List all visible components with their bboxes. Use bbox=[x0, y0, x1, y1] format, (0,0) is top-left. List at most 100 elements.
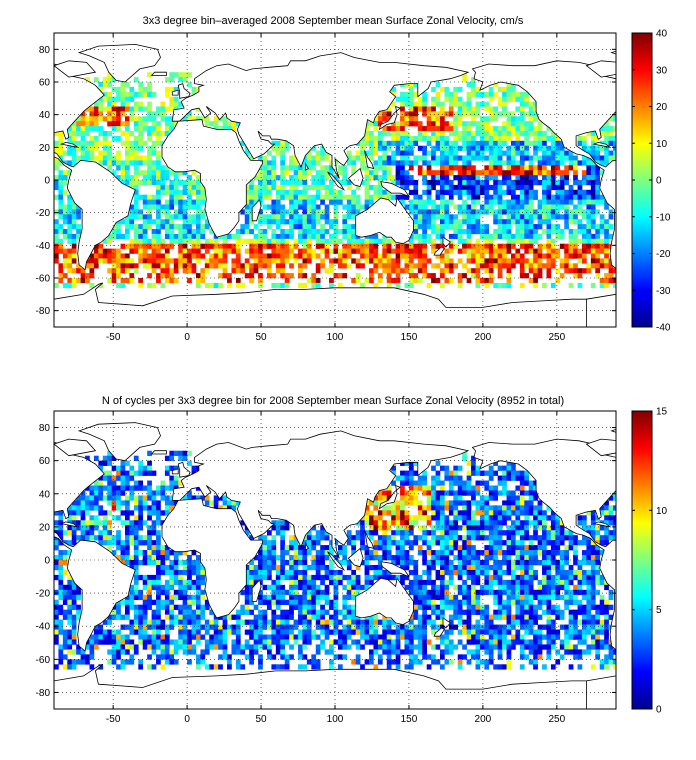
cycles-bin-cell bbox=[306, 589, 312, 596]
velocity-bin-cell bbox=[182, 263, 188, 269]
velocity-bin-cell bbox=[116, 268, 121, 274]
cycles-bin-cell bbox=[142, 485, 148, 491]
velocity-bin-cell bbox=[382, 170, 388, 176]
velocity-bin-cell bbox=[408, 209, 414, 215]
velocity-bin-cell bbox=[107, 101, 112, 107]
cycles-bin-cell bbox=[329, 579, 334, 586]
velocity-bin-cell bbox=[537, 180, 543, 186]
velocity-bin-cell bbox=[342, 253, 348, 259]
velocity-bin-cell bbox=[173, 258, 179, 264]
cycles-bin-cell bbox=[164, 470, 170, 476]
velocity-bin-cell bbox=[138, 101, 144, 107]
cycles-bin-cell bbox=[200, 659, 206, 665]
cycles-bin-cell bbox=[156, 540, 161, 546]
cycles-bin-cell bbox=[129, 490, 135, 496]
cycles-bin-cell bbox=[426, 545, 432, 551]
velocity-bin-cell bbox=[515, 106, 521, 112]
velocity-bin-cell bbox=[493, 135, 498, 142]
velocity-bin-cell bbox=[138, 106, 144, 112]
cycles-bin-cell bbox=[151, 664, 157, 670]
cycles-bin-cell bbox=[400, 535, 405, 541]
velocity-bin-cell bbox=[138, 282, 144, 289]
velocity-bin-cell bbox=[555, 214, 561, 220]
velocity-bin-cell bbox=[404, 194, 410, 200]
velocity-bin-cell bbox=[533, 258, 538, 264]
velocity-x-ticks: -50 0 50 100 150 200 250 bbox=[106, 33, 566, 343]
cycles-bin-cell bbox=[54, 664, 59, 670]
cycles-bin-cell bbox=[404, 629, 410, 635]
velocity-bin-cell bbox=[373, 189, 379, 195]
cycles-bin-cell bbox=[289, 609, 294, 615]
cycles-bin-cell bbox=[422, 485, 427, 491]
velocity-bin-cell bbox=[231, 121, 237, 127]
velocity-bin-cell bbox=[479, 248, 485, 254]
cycles-bin-cell bbox=[386, 654, 392, 660]
cycles-bin-cell bbox=[373, 569, 379, 576]
velocity-bin-cell bbox=[564, 170, 569, 176]
velocity-bin-cell bbox=[493, 194, 498, 200]
velocity-bin-cell bbox=[280, 238, 286, 244]
velocity-bin-cell bbox=[475, 121, 481, 127]
cycles-bin-cell bbox=[266, 560, 272, 566]
cycles-bin-cell bbox=[182, 584, 188, 591]
cycles-bin-cell bbox=[116, 505, 121, 511]
velocity-bin-cell bbox=[426, 106, 432, 112]
velocity-bin-cell bbox=[497, 248, 503, 254]
cycles-bin-cell bbox=[298, 550, 303, 556]
velocity-bin-cell bbox=[337, 194, 343, 200]
velocity-bin-cell bbox=[595, 268, 601, 274]
cycles-bin-cell bbox=[426, 530, 432, 536]
cycles-bin-cell bbox=[151, 545, 157, 551]
cycles-bin-cell bbox=[431, 475, 436, 481]
cycles-bin-cell bbox=[369, 654, 374, 660]
velocity-bin-cell bbox=[333, 219, 339, 225]
velocity-bin-cell bbox=[546, 184, 552, 191]
cycles-bin-cell bbox=[431, 604, 436, 610]
velocity-bin-cell bbox=[559, 214, 565, 220]
cycles-bin-cell bbox=[364, 560, 370, 566]
velocity-bin-cell bbox=[528, 224, 534, 230]
velocity-bin-cell bbox=[564, 180, 569, 186]
velocity-bin-cell bbox=[142, 116, 148, 122]
velocity-bin-cell bbox=[80, 131, 86, 137]
velocity-bin-cell bbox=[506, 131, 512, 137]
velocity-bin-cell bbox=[586, 145, 592, 151]
cycles-bin-cell bbox=[67, 505, 73, 511]
velocity-bin-cell bbox=[484, 194, 490, 200]
cycles-bin-cell bbox=[133, 564, 139, 571]
velocity-bin-cell bbox=[519, 131, 525, 137]
velocity-bin-cell bbox=[590, 243, 596, 249]
velocity-bin-cell bbox=[524, 209, 530, 215]
velocity-bin-cell bbox=[71, 219, 77, 225]
cycles-bin-cell bbox=[213, 495, 219, 501]
velocity-bin-cell bbox=[258, 189, 263, 195]
velocity-bin-cell bbox=[156, 170, 161, 176]
cycles-bin-cell bbox=[413, 599, 419, 605]
cycles-bin-cell bbox=[71, 664, 77, 670]
cycles-bin-cell bbox=[93, 490, 99, 496]
cycles-bin-cell bbox=[169, 624, 175, 630]
cycles-bin-cell bbox=[133, 604, 139, 610]
cycles-bin-cell bbox=[262, 564, 268, 571]
velocity-bin-cell bbox=[129, 204, 135, 210]
cycles-bin-cell bbox=[124, 545, 130, 551]
velocity-bin-cell bbox=[524, 194, 530, 200]
cycles-bin-cell bbox=[373, 530, 379, 536]
velocity-bin-cell bbox=[249, 248, 254, 254]
velocity-bin-cell bbox=[266, 184, 272, 191]
velocity-bin-cell bbox=[577, 140, 583, 146]
velocity-bin-cell bbox=[231, 263, 237, 269]
velocity-bin-cell bbox=[440, 238, 445, 244]
velocity-bin-cell bbox=[138, 209, 144, 215]
velocity-bin-cell bbox=[266, 224, 272, 230]
cycles-bin-cell bbox=[448, 470, 454, 476]
cycles-bin-cell bbox=[147, 664, 152, 670]
velocity-bin-cell bbox=[76, 145, 81, 151]
velocity-bin-cell bbox=[466, 204, 472, 210]
velocity-bin-cell bbox=[444, 145, 450, 151]
velocity-bin-cell bbox=[151, 229, 157, 235]
cycles-bin-cell bbox=[444, 540, 450, 546]
cycles-bin-cell bbox=[147, 530, 152, 536]
velocity-bin-cell bbox=[98, 106, 104, 112]
velocity-bin-cell bbox=[475, 273, 481, 279]
